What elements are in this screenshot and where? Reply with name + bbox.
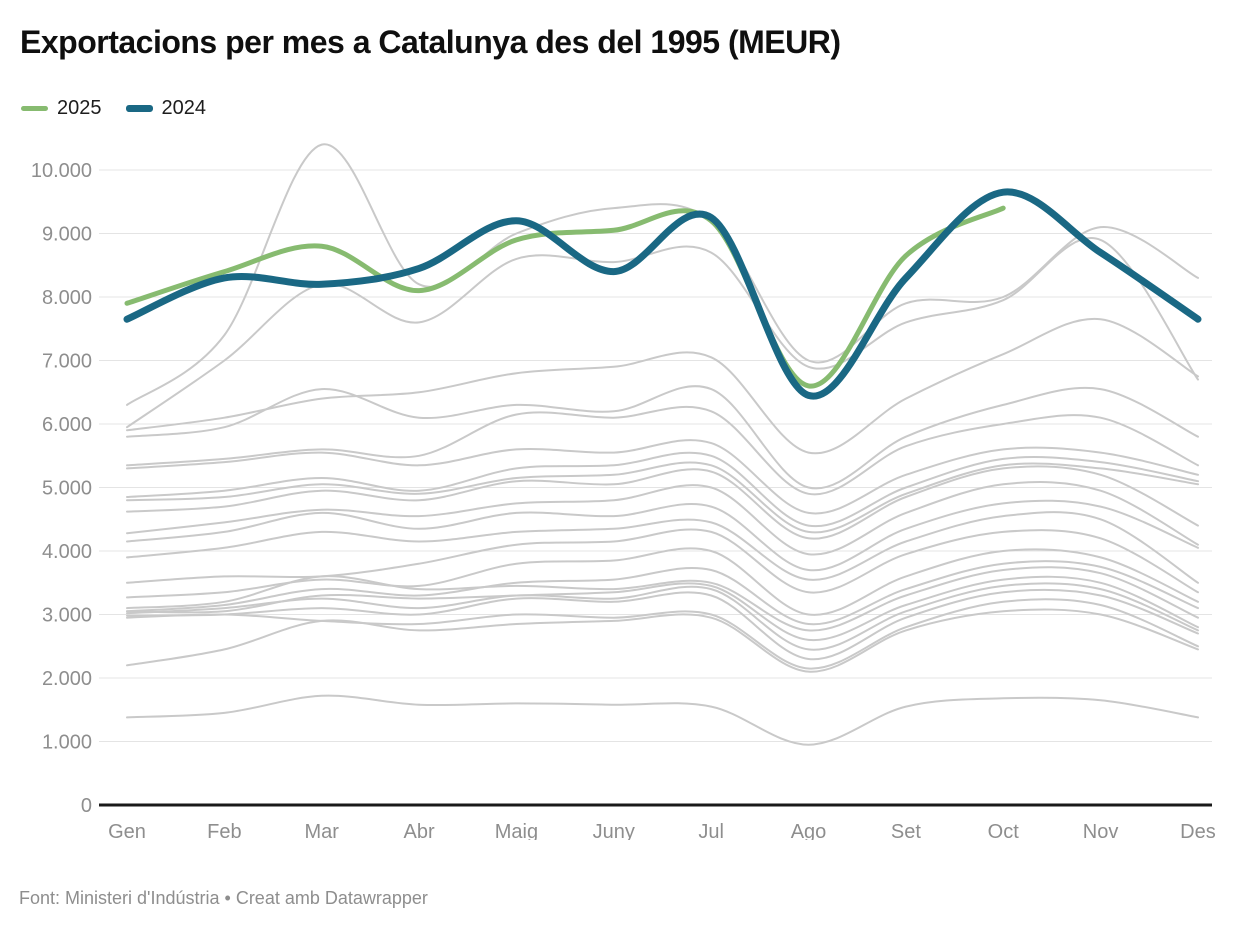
background-year-line-8 [126, 465, 1199, 540]
series-line-2024 [123, 188, 1202, 400]
y-tick-label-3000: 3.000 [42, 605, 92, 627]
x-tick-label-Juny: Juny [593, 821, 635, 840]
source-attribution: Font: Ministeri d'Indústria • Creat amb … [19, 888, 428, 908]
y-tick-label-4000: 4.000 [42, 541, 92, 563]
background-year-line-13 [126, 547, 1199, 616]
x-tick-label-Mar: Mar [304, 821, 339, 840]
y-tick-label-9000: 9.000 [42, 224, 92, 246]
background-year-line-2 [126, 317, 1199, 455]
y-tick-label-10000: 10.000 [31, 160, 92, 182]
legend-label-2025: 2025 [57, 97, 102, 119]
x-tick-label-Maig: Maig [495, 821, 538, 840]
legend-swatch-2025-icon [21, 106, 48, 111]
background-year-line-4 [126, 405, 1199, 496]
plot-svg: 0 1.000 2.000 3.000 4.000 5.000 6.000 7.000 8.00… [31, 143, 1216, 840]
y-tick-label-5000: 5.000 [42, 478, 92, 500]
x-tick-label-Nov: Nov [1083, 821, 1119, 840]
x-tick-label-Ago: Ago [791, 821, 827, 840]
x-tick-label-Des: Des [1180, 821, 1216, 840]
background-year-line-6 [126, 451, 1199, 528]
y-tick-label-2000: 2.000 [42, 668, 92, 690]
legend-label-2024: 2024 [161, 97, 207, 119]
background-year-line-17 [126, 582, 1199, 651]
background-year-line-9 [126, 481, 1199, 556]
x-tick-label-Set: Set [891, 821, 921, 840]
legend-swatch-2024-icon [125, 105, 153, 112]
y-tick-label-8000: 8.000 [42, 287, 92, 309]
x-tick-label-Jul: Jul [698, 821, 724, 840]
chart-legend: 2025 2024 [21, 97, 206, 120]
x-tick-label-Abr: Abr [404, 821, 435, 840]
background-year-line-11 [126, 511, 1199, 584]
background-year-line-15 [126, 560, 1199, 626]
background-year-line-20 [126, 608, 1199, 673]
x-tick-label-Feb: Feb [207, 821, 241, 840]
legend-item-2025: 2025 [21, 97, 102, 120]
background-year-line-21 [126, 694, 1199, 746]
background-year-line-5 [126, 439, 1199, 515]
line-chart-plot: 0 1.000 2.000 3.000 4.000 5.000 6.000 7.000 8.00… [0, 140, 1240, 840]
background-year-line-10 [126, 499, 1199, 572]
y-tick-label-7000: 7.000 [42, 351, 92, 373]
y-tick-label-1000: 1.000 [42, 732, 92, 754]
background-year-line-18 [126, 588, 1199, 661]
background-year-line-16 [126, 575, 1199, 642]
chart-title: Exportacions per mes a Catalunya des del… [20, 24, 841, 60]
x-tick-label-Oct: Oct [988, 821, 1020, 840]
background-year-line-14 [126, 566, 1199, 632]
y-tick-label-6000: 6.000 [42, 414, 92, 436]
x-tick-label-Gen: Gen [108, 821, 146, 840]
background-year-line-3 [126, 385, 1199, 490]
background-year-line-0 [126, 143, 1199, 406]
y-tick-label-0: 0 [81, 795, 92, 817]
background-year-line-7 [126, 461, 1199, 534]
legend-item-2024: 2024 [125, 97, 207, 120]
series-line-2025 [124, 205, 1006, 389]
